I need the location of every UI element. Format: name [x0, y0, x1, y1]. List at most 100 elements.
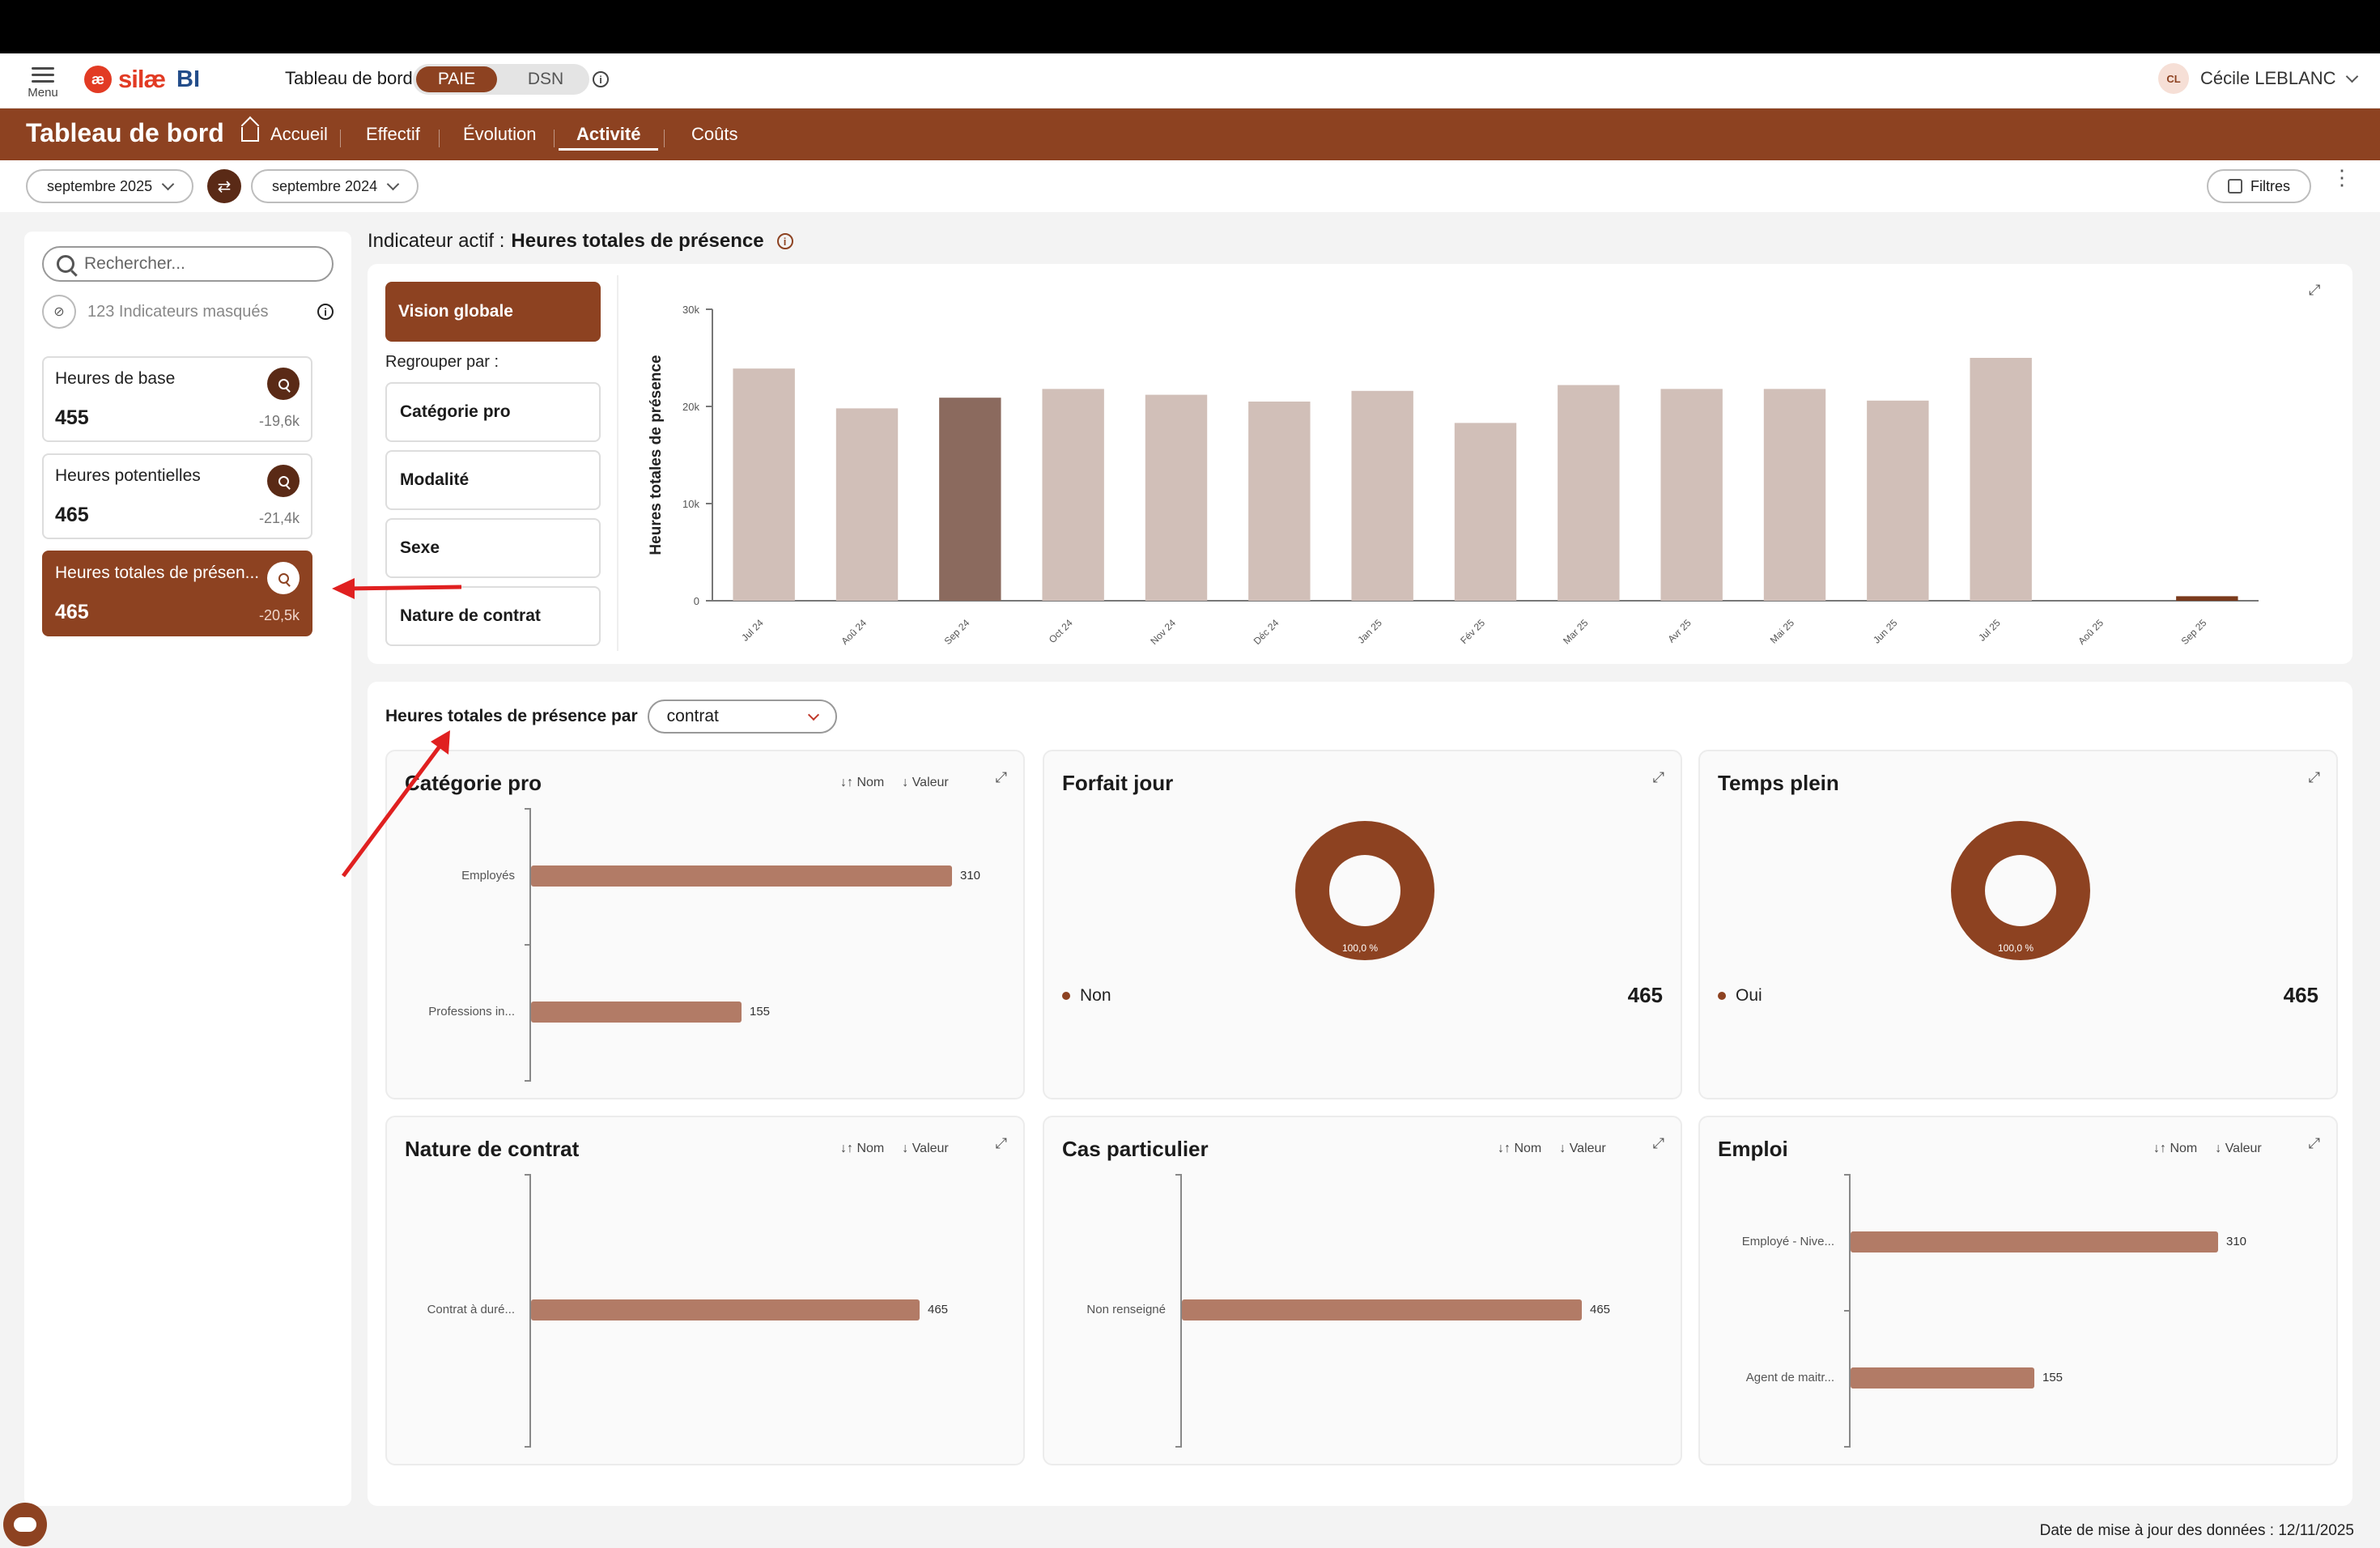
bar-mai-25	[1763, 389, 1826, 601]
eye-off-icon[interactable]: ⊘	[42, 295, 76, 329]
bar-mar-25	[1558, 385, 1620, 601]
axis-tick	[525, 1174, 531, 1176]
axis-tick	[1844, 1174, 1851, 1176]
group-modalite[interactable]: Modalité	[385, 450, 601, 510]
tab-activite[interactable]: Activité	[559, 121, 659, 151]
period-compare-select[interactable]: septembre 2024	[251, 169, 419, 203]
info-icon[interactable]: i	[593, 71, 609, 87]
expand-icon[interactable]: ⤢	[1652, 1135, 1664, 1151]
hamburger-icon-line	[32, 80, 54, 83]
bar	[531, 865, 952, 887]
bar-category-label: Professions in...	[428, 1005, 515, 1019]
expand-icon[interactable]: ⤢	[1652, 769, 1664, 785]
sort-by-name-button[interactable]: ↓↑ Nom	[1498, 1142, 1542, 1155]
kpi-name: Heures de base	[55, 369, 176, 388]
x-tick-label: Sep 24	[942, 617, 972, 647]
tab-couts[interactable]: Coûts	[691, 124, 738, 144]
kpi-value: 465	[55, 601, 89, 623]
legend-item: Oui	[1718, 986, 1762, 1006]
evolution-bar-chart: 0 10k 20k 30k Heures totales de présence Jul …	[648, 304, 2259, 647]
sort-by-value-button[interactable]: ↓ Valeur	[902, 776, 949, 789]
y-tick-label: 10k	[682, 498, 699, 510]
kpi-card-heures-potentielles[interactable]: Heures potentielles 465 -21,4k	[42, 453, 312, 539]
info-icon[interactable]: i	[317, 304, 334, 320]
indicator-sidebar	[24, 232, 351, 1506]
period-current-select[interactable]: septembre 2025	[26, 169, 194, 203]
sort-by-value-button[interactable]: ↓ Valeur	[902, 1142, 949, 1155]
bar-nov-24	[1145, 394, 1208, 601]
presence-by-label: Heures totales de présence par	[385, 707, 638, 725]
kpi-value: 465	[55, 504, 89, 526]
x-tick-label: Oct 24	[1047, 617, 1075, 645]
mode-dsn-button[interactable]: DSN	[527, 70, 564, 88]
chevron-down-icon	[161, 177, 175, 190]
kpi-value: 455	[55, 406, 89, 429]
tab-effectif[interactable]: Effectif	[366, 124, 420, 144]
mode-paie-button[interactable]: PAIE	[416, 66, 497, 92]
kpi-name: Heures potentielles	[55, 466, 201, 485]
user-name: Cécile LEBLANC	[2200, 68, 2336, 88]
sort-by-value-button[interactable]: ↓ Valeur	[1559, 1142, 1606, 1155]
window-top-strip	[0, 0, 2380, 53]
bar-aoû-24	[835, 408, 899, 601]
chat-button[interactable]	[3, 1503, 47, 1546]
axis-tick	[1175, 1174, 1182, 1176]
kpi-card-heures-de-base[interactable]: Heures de base 455 -19,6k	[42, 356, 312, 442]
kpi-card-heures-totales-presence[interactable]: Heures totales de présen... 465 -20,5k	[42, 551, 312, 636]
x-tick-label: Jun 25	[1871, 617, 1900, 646]
menu-button[interactable]: Menu	[26, 63, 60, 100]
axis-tick	[1175, 1446, 1182, 1448]
logo-suffix: BI	[176, 66, 201, 92]
app-bar	[0, 53, 2380, 108]
user-menu[interactable]: CL Cécile LEBLANC	[2158, 63, 2358, 94]
mini-chart-title: Cas particulier	[1062, 1137, 1209, 1161]
tab-label: Accueil	[270, 124, 328, 144]
bar-value-label: 155	[750, 1005, 771, 1019]
bar-value-label: 310	[960, 869, 981, 882]
kpi-zoom-button[interactable]	[267, 562, 300, 594]
sort-by-name-button[interactable]: ↓↑ Nom	[840, 776, 885, 789]
divider	[617, 275, 618, 651]
expand-icon[interactable]: ⤢	[2308, 769, 2320, 785]
search-input[interactable]: Rechercher...	[42, 246, 334, 282]
compare-swap-button[interactable]: ⇄	[207, 169, 241, 203]
vision-globale-button[interactable]: Vision globale	[385, 282, 601, 342]
sort-name-label: Nom	[856, 776, 885, 789]
active-indicator-header: Indicateur actif : Heures totales de pré…	[368, 230, 793, 253]
kpi-zoom-button[interactable]	[267, 368, 300, 400]
sort-by-value-button[interactable]: ↓ Valeur	[2215, 1142, 2262, 1155]
more-options-icon[interactable]: ⋮	[2331, 165, 2352, 189]
breakdown-select[interactable]: contrat	[647, 700, 837, 734]
bar-jan-25	[1351, 390, 1413, 601]
group-categorie-pro[interactable]: Catégorie pro	[385, 382, 601, 442]
expand-icon[interactable]: ⤢	[995, 1135, 1007, 1151]
expand-icon[interactable]: ⤢	[995, 769, 1007, 785]
masked-indicators: ⊘ 123 Indicateurs masqués i	[42, 295, 334, 329]
mini-chart-nature-de-contrat: Nature de contrat ↓↑ Nom ↓ Valeur ⤢ Cont…	[385, 1116, 1025, 1465]
info-icon[interactable]: i	[776, 233, 793, 249]
group-nature-de-contrat[interactable]: Nature de contrat	[385, 586, 601, 646]
x-tick-label: Jul 24	[739, 617, 766, 644]
donut-slice	[1295, 821, 1434, 960]
y-axis-label: Heures totales de présence	[648, 355, 665, 555]
tab-evolution[interactable]: Évolution	[463, 124, 537, 144]
home-icon	[241, 127, 259, 142]
expand-icon[interactable]: ⤢	[2309, 282, 2321, 298]
tab-separator	[439, 130, 440, 147]
sort-by-name-button[interactable]: ↓↑ Nom	[840, 1142, 885, 1155]
bar-category-label: Employés	[461, 869, 515, 882]
kpi-zoom-button[interactable]	[267, 465, 300, 497]
active-indicator-prefix: Indicateur actif :	[368, 230, 505, 252]
axis-tick	[525, 944, 531, 946]
sort-by-name-button[interactable]: ↓↑ Nom	[2153, 1142, 2198, 1155]
group-sexe[interactable]: Sexe	[385, 518, 601, 578]
bar-jun-25	[1867, 400, 1929, 601]
legend-item: Non	[1062, 986, 1111, 1006]
expand-icon[interactable]: ⤢	[2308, 1135, 2320, 1151]
legend-dot	[1062, 992, 1070, 1000]
tab-accueil[interactable]: Accueil	[241, 121, 328, 151]
app-logo[interactable]: æ silæ BI	[84, 65, 200, 94]
search-icon	[278, 572, 289, 584]
bar-avr-25	[1660, 389, 1723, 601]
filters-button[interactable]: Filtres	[2207, 169, 2311, 203]
